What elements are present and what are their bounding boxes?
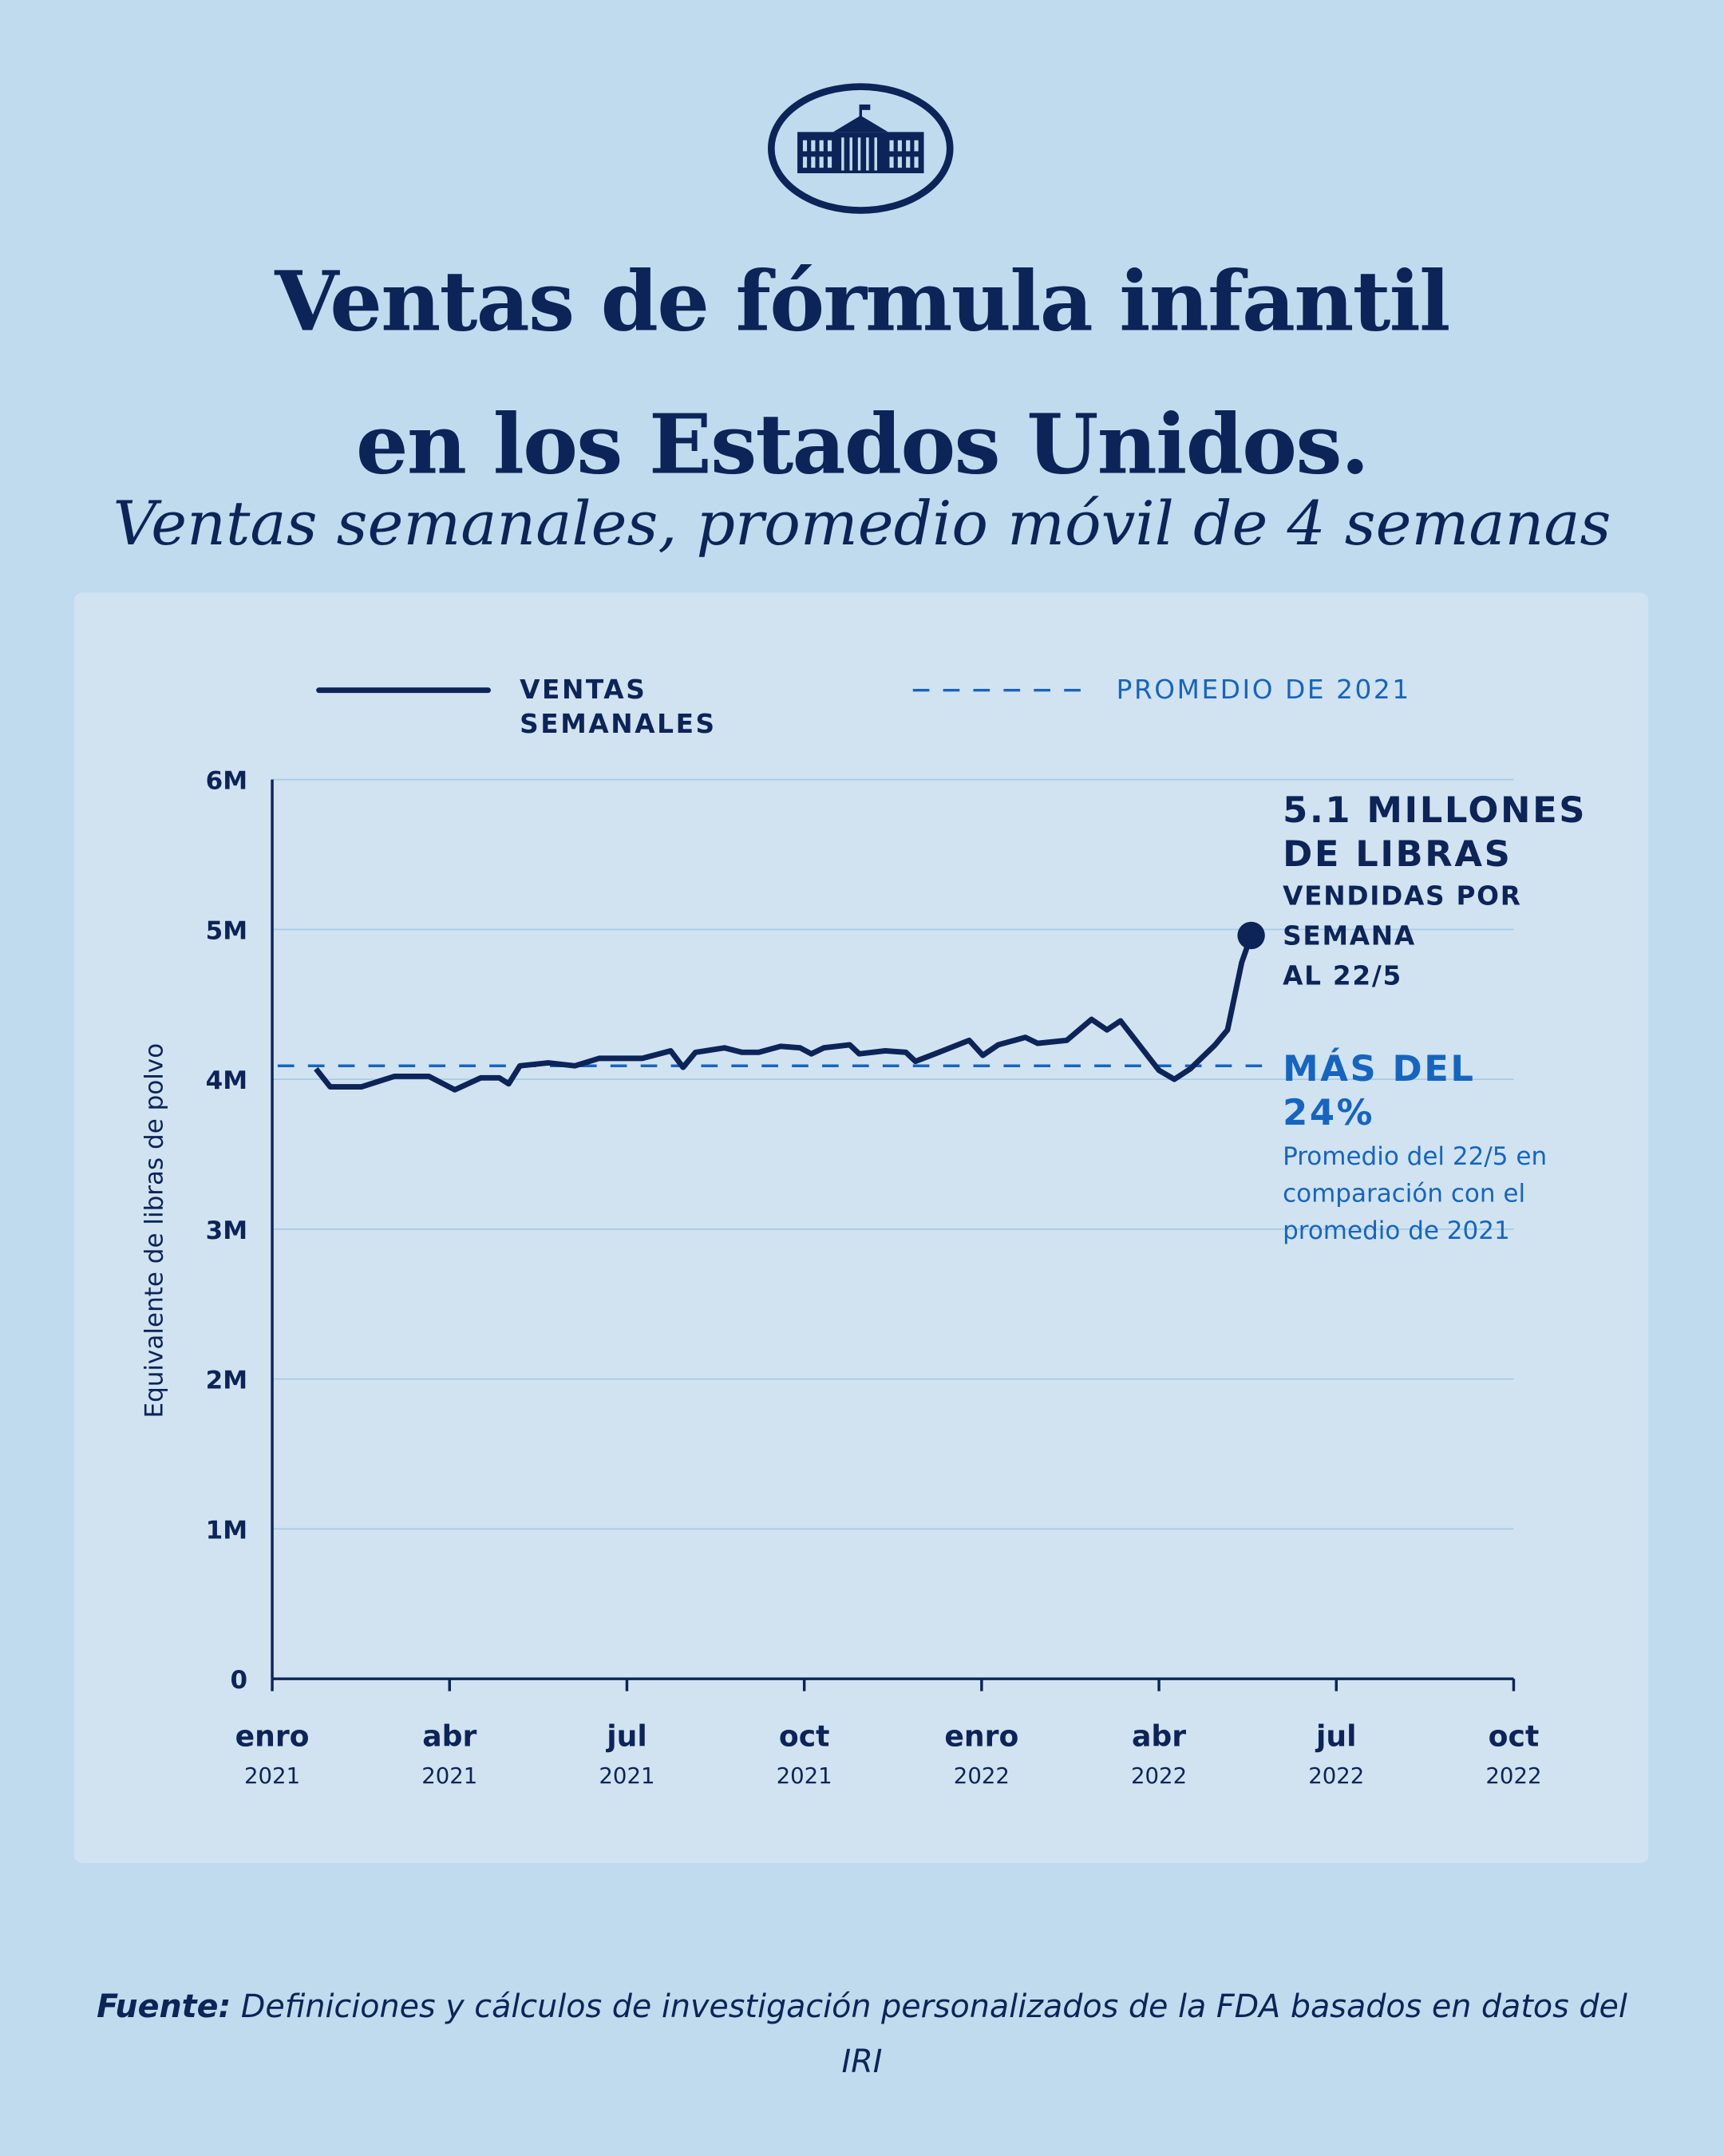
x-tick-year: 2022 <box>1485 1763 1541 1789</box>
latest-point-marker <box>1237 921 1265 950</box>
annotation-line: MÁS DEL <box>1283 1049 1476 1090</box>
x-tick-label: abr <box>1132 1719 1186 1754</box>
annotation-line: SEMANA <box>1283 921 1416 951</box>
x-tick-year: 2022 <box>954 1763 1010 1789</box>
x-tick-year: 2021 <box>599 1763 654 1789</box>
y-tick-label: 1M <box>206 1516 247 1545</box>
y-tick-label: 4M <box>206 1066 247 1095</box>
title-line-1: Ventas de fórmula infantil <box>275 254 1450 351</box>
increase-annotation: MÁS DEL 24% Promedio del 22/5 en compara… <box>1283 1048 1585 1250</box>
x-tick-year: 2021 <box>244 1763 300 1789</box>
annotation-line: 24% <box>1283 1093 1375 1135</box>
y-tick-label: 6M <box>206 767 247 796</box>
x-tick-year: 2022 <box>1308 1763 1364 1789</box>
title-line-2: en los Estados Unidos. <box>355 397 1370 494</box>
x-tick-label: jul <box>605 1719 647 1754</box>
x-tick-label: abr <box>422 1719 476 1754</box>
chart-panel <box>74 592 1649 1863</box>
y-tick-label: 0 <box>230 1666 247 1695</box>
annotation-line: AL 22/5 <box>1283 961 1402 991</box>
source-note: Fuente: Definiciones y cálculos de inves… <box>82 1980 1641 2090</box>
x-tick-labels: enro 2021 abr 2021 jul 2021 oct 2021 enro 2022 abr… <box>235 1719 1542 1790</box>
source-label: Fuente: <box>97 1989 231 2026</box>
grid-lines <box>271 778 1516 1691</box>
x-tick-label: enro <box>235 1719 310 1754</box>
subtitle: Ventas semanales, promedio móvil de 4 se… <box>113 489 1611 560</box>
annotation-description: Promedio del 22/5 en comparación con el … <box>1283 1142 1548 1246</box>
x-tick-year: 2021 <box>777 1763 832 1789</box>
legend-label-line-2: SEMANALES <box>520 709 717 740</box>
source-text: Definiciones y cálculos de investigación… <box>240 1989 1627 2081</box>
legend-promedio-2021: PROMEDIO DE 2021 <box>1116 674 1411 706</box>
x-tick-year: 2021 <box>421 1763 477 1789</box>
annotation-line: DE LIBRAS <box>1283 834 1512 876</box>
page-title: Ventas de fórmula infantil en los Estados… <box>0 231 1724 516</box>
x-tick-label: oct <box>1489 1719 1540 1754</box>
y-tick-labels: 0 1M 2M 3M 4M 5M 6M <box>206 767 247 1695</box>
legend-label-line-1: VENTAS <box>520 674 647 706</box>
x-tick-label: oct <box>779 1719 830 1754</box>
annotation-line: 5.1 MILLONES <box>1283 790 1588 833</box>
latest-value-annotation: 5.1 MILLONES DE LIBRAS VENDIDAS POR SEMA… <box>1283 789 1587 997</box>
y-tick-label: 5M <box>206 916 247 945</box>
x-tick-label: enro <box>944 1719 1018 1754</box>
legend-ventas-semanales: VENTAS SEMANALES <box>520 674 717 742</box>
x-tick-year: 2022 <box>1131 1763 1187 1789</box>
white-house-logo <box>768 83 954 214</box>
y-axis-label: Equivalente de libras de polvo <box>140 1043 168 1418</box>
annotation-line: VENDIDAS POR <box>1283 881 1522 912</box>
y-tick-label: 3M <box>206 1216 247 1245</box>
x-tick-label: jul <box>1315 1719 1357 1754</box>
series-line-ventas-semanales <box>314 934 1254 1093</box>
y-tick-label: 2M <box>206 1367 247 1395</box>
